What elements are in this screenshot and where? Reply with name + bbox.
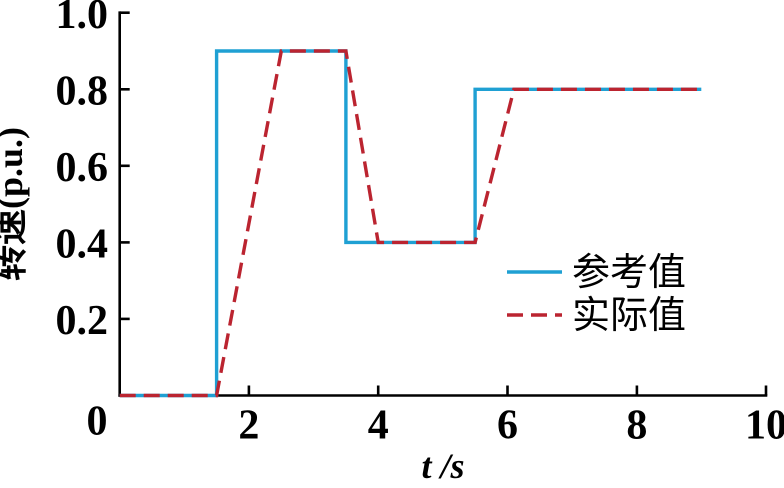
svg-text:t /s: t /s — [421, 446, 464, 486]
svg-text:2: 2 — [238, 403, 259, 449]
svg-text:转速(p.u.): 转速(p.u.) — [0, 127, 30, 281]
svg-text:0.8: 0.8 — [56, 69, 109, 115]
svg-text:参考值: 参考值 — [572, 252, 686, 294]
svg-text:0: 0 — [87, 399, 108, 445]
svg-text:实际值: 实际值 — [572, 295, 686, 337]
svg-text:10: 10 — [745, 403, 784, 449]
svg-text:4: 4 — [368, 403, 389, 449]
svg-text:0.6: 0.6 — [56, 145, 109, 191]
svg-text:1.0: 1.0 — [56, 0, 109, 38]
svg-text:8: 8 — [626, 403, 647, 449]
svg-text:0.4: 0.4 — [56, 222, 109, 268]
svg-text:0.2: 0.2 — [56, 298, 109, 344]
svg-text:6: 6 — [497, 403, 518, 449]
